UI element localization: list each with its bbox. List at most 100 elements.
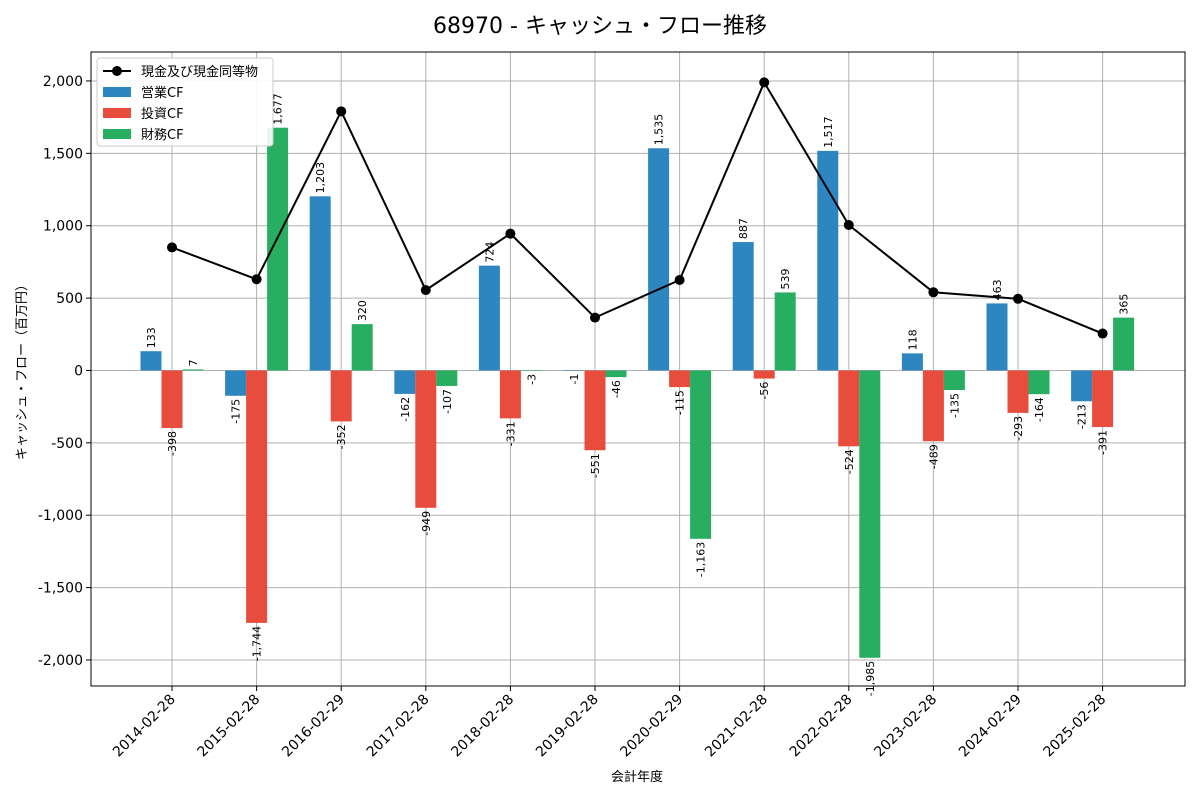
bar-investing bbox=[330, 370, 352, 422]
bar-financing bbox=[943, 370, 965, 390]
bar-financing bbox=[774, 292, 796, 371]
bar-value-label: 7 bbox=[187, 359, 200, 366]
bar-value-label: -162 bbox=[399, 397, 412, 422]
bar-investing bbox=[584, 370, 606, 451]
cash-point bbox=[1097, 328, 1108, 339]
x-tick-label: 2018-02-28 bbox=[448, 692, 517, 761]
bar-value-label: 724 bbox=[483, 242, 496, 263]
bar-value-label: -175 bbox=[230, 399, 243, 424]
bar-financing bbox=[1113, 317, 1135, 371]
bar-value-label: 118 bbox=[906, 329, 919, 350]
x-tick-label: 2016-02-29 bbox=[279, 692, 348, 761]
bar-value-label: -213 bbox=[1076, 404, 1089, 429]
bar-value-label: -949 bbox=[420, 511, 433, 536]
x-tick-label: 2015-02-28 bbox=[195, 692, 264, 761]
bar-investing bbox=[753, 370, 775, 379]
cash-point bbox=[674, 274, 685, 285]
cash-point bbox=[336, 106, 347, 117]
x-axis-label: 会計年度 bbox=[611, 769, 663, 785]
x-tick-label: 2024-02-29 bbox=[956, 692, 1025, 761]
y-tick-label: 2,000 bbox=[43, 74, 83, 90]
bar-investing bbox=[161, 370, 183, 429]
bar-investing bbox=[246, 370, 268, 623]
x-tick-label: 2017-02-28 bbox=[364, 692, 433, 761]
cash-line-path bbox=[171, 80, 1103, 335]
bar-value-label: -524 bbox=[843, 449, 856, 474]
bar-operating bbox=[986, 303, 1008, 371]
y-tick-label: -1,000 bbox=[38, 508, 83, 524]
bar-financing bbox=[520, 370, 542, 371]
bar-value-label: -331 bbox=[504, 421, 517, 446]
bar-value-label: -56 bbox=[758, 382, 771, 400]
y-axis-label: キャッシュ・フロー（百万円） bbox=[15, 278, 30, 460]
x-tick-label: 2019-02-28 bbox=[533, 692, 602, 761]
bars bbox=[140, 127, 1135, 658]
bar-value-label: 539 bbox=[779, 268, 792, 289]
bar-value-label: -551 bbox=[589, 453, 602, 478]
bar-operating bbox=[732, 242, 754, 371]
bar-value-label: -1,744 bbox=[251, 626, 264, 661]
bar-financing bbox=[859, 370, 881, 658]
cash-point bbox=[505, 228, 516, 239]
bar-financing bbox=[182, 369, 204, 371]
bar-value-label: -107 bbox=[441, 389, 454, 414]
legend-marker-icon bbox=[112, 66, 122, 76]
legend-label: 営業CF bbox=[141, 85, 184, 101]
bar-value-label: -46 bbox=[610, 380, 623, 398]
bar-investing bbox=[1007, 370, 1029, 413]
x-tick-label: 2025-02-28 bbox=[1041, 692, 1110, 761]
legend-label: 投資CF bbox=[141, 106, 184, 122]
cash-point bbox=[843, 219, 854, 230]
y-tick-label: -2,000 bbox=[38, 653, 83, 669]
bar-value-label: 887 bbox=[737, 218, 750, 239]
bar-value-label: -164 bbox=[1033, 397, 1046, 422]
plot-area bbox=[90, 51, 1186, 687]
bar-operating bbox=[1071, 370, 1093, 402]
bar-value-label: 320 bbox=[356, 300, 369, 321]
bar-value-label: 1,535 bbox=[653, 114, 666, 146]
bar-operating bbox=[225, 370, 247, 396]
legend-swatch bbox=[103, 87, 131, 97]
cash-point bbox=[167, 242, 177, 253]
cash-point bbox=[251, 274, 262, 285]
bar-labels: 133 -175 1,203 -162 724 -1 1,535 887 1,517 118 463… bbox=[145, 93, 1131, 696]
bar-operating bbox=[901, 353, 923, 371]
bar-value-label: -135 bbox=[948, 393, 961, 418]
x-tick-label: 2014-02-28 bbox=[110, 692, 179, 761]
bar-investing bbox=[838, 370, 860, 447]
legend-swatch bbox=[103, 108, 131, 118]
cash-point bbox=[1013, 293, 1023, 304]
bar-value-label: 133 bbox=[145, 327, 158, 348]
legend-label: 財務CF bbox=[141, 128, 184, 143]
bar-operating bbox=[309, 196, 331, 371]
bar-value-label: -115 bbox=[674, 390, 687, 415]
cash-point bbox=[420, 285, 431, 296]
y-tick-label: -500 bbox=[51, 436, 83, 452]
bar-investing bbox=[1092, 370, 1114, 428]
bar-value-label: -3 bbox=[525, 374, 538, 385]
bar-value-label: 1,677 bbox=[272, 93, 285, 125]
x-tick-label: 2021-02-28 bbox=[702, 692, 771, 761]
bar-financing bbox=[267, 127, 289, 371]
bar-operating bbox=[817, 150, 839, 371]
bar-value-label: -489 bbox=[927, 444, 940, 469]
legend-swatch bbox=[103, 129, 131, 139]
y-tick-label: 1,000 bbox=[43, 219, 83, 235]
bar-operating bbox=[478, 265, 500, 371]
y-tick-label: 0 bbox=[74, 363, 83, 379]
bar-financing bbox=[351, 324, 373, 371]
legend-label: 現金及び現金同等物 bbox=[141, 64, 258, 80]
bar-financing bbox=[605, 370, 627, 378]
cash-point bbox=[590, 312, 600, 323]
bar-value-label: 365 bbox=[1118, 294, 1131, 315]
bar-value-label: -352 bbox=[335, 424, 348, 449]
bar-value-label: -391 bbox=[1097, 430, 1110, 455]
y-tick-label: 500 bbox=[56, 291, 83, 307]
bar-investing bbox=[669, 370, 691, 388]
bar-value-label: -1,163 bbox=[695, 542, 708, 577]
legend-box bbox=[96, 57, 274, 147]
bar-value-label: -293 bbox=[1012, 416, 1025, 441]
bar-operating bbox=[140, 351, 162, 371]
bar-financing bbox=[436, 370, 458, 386]
